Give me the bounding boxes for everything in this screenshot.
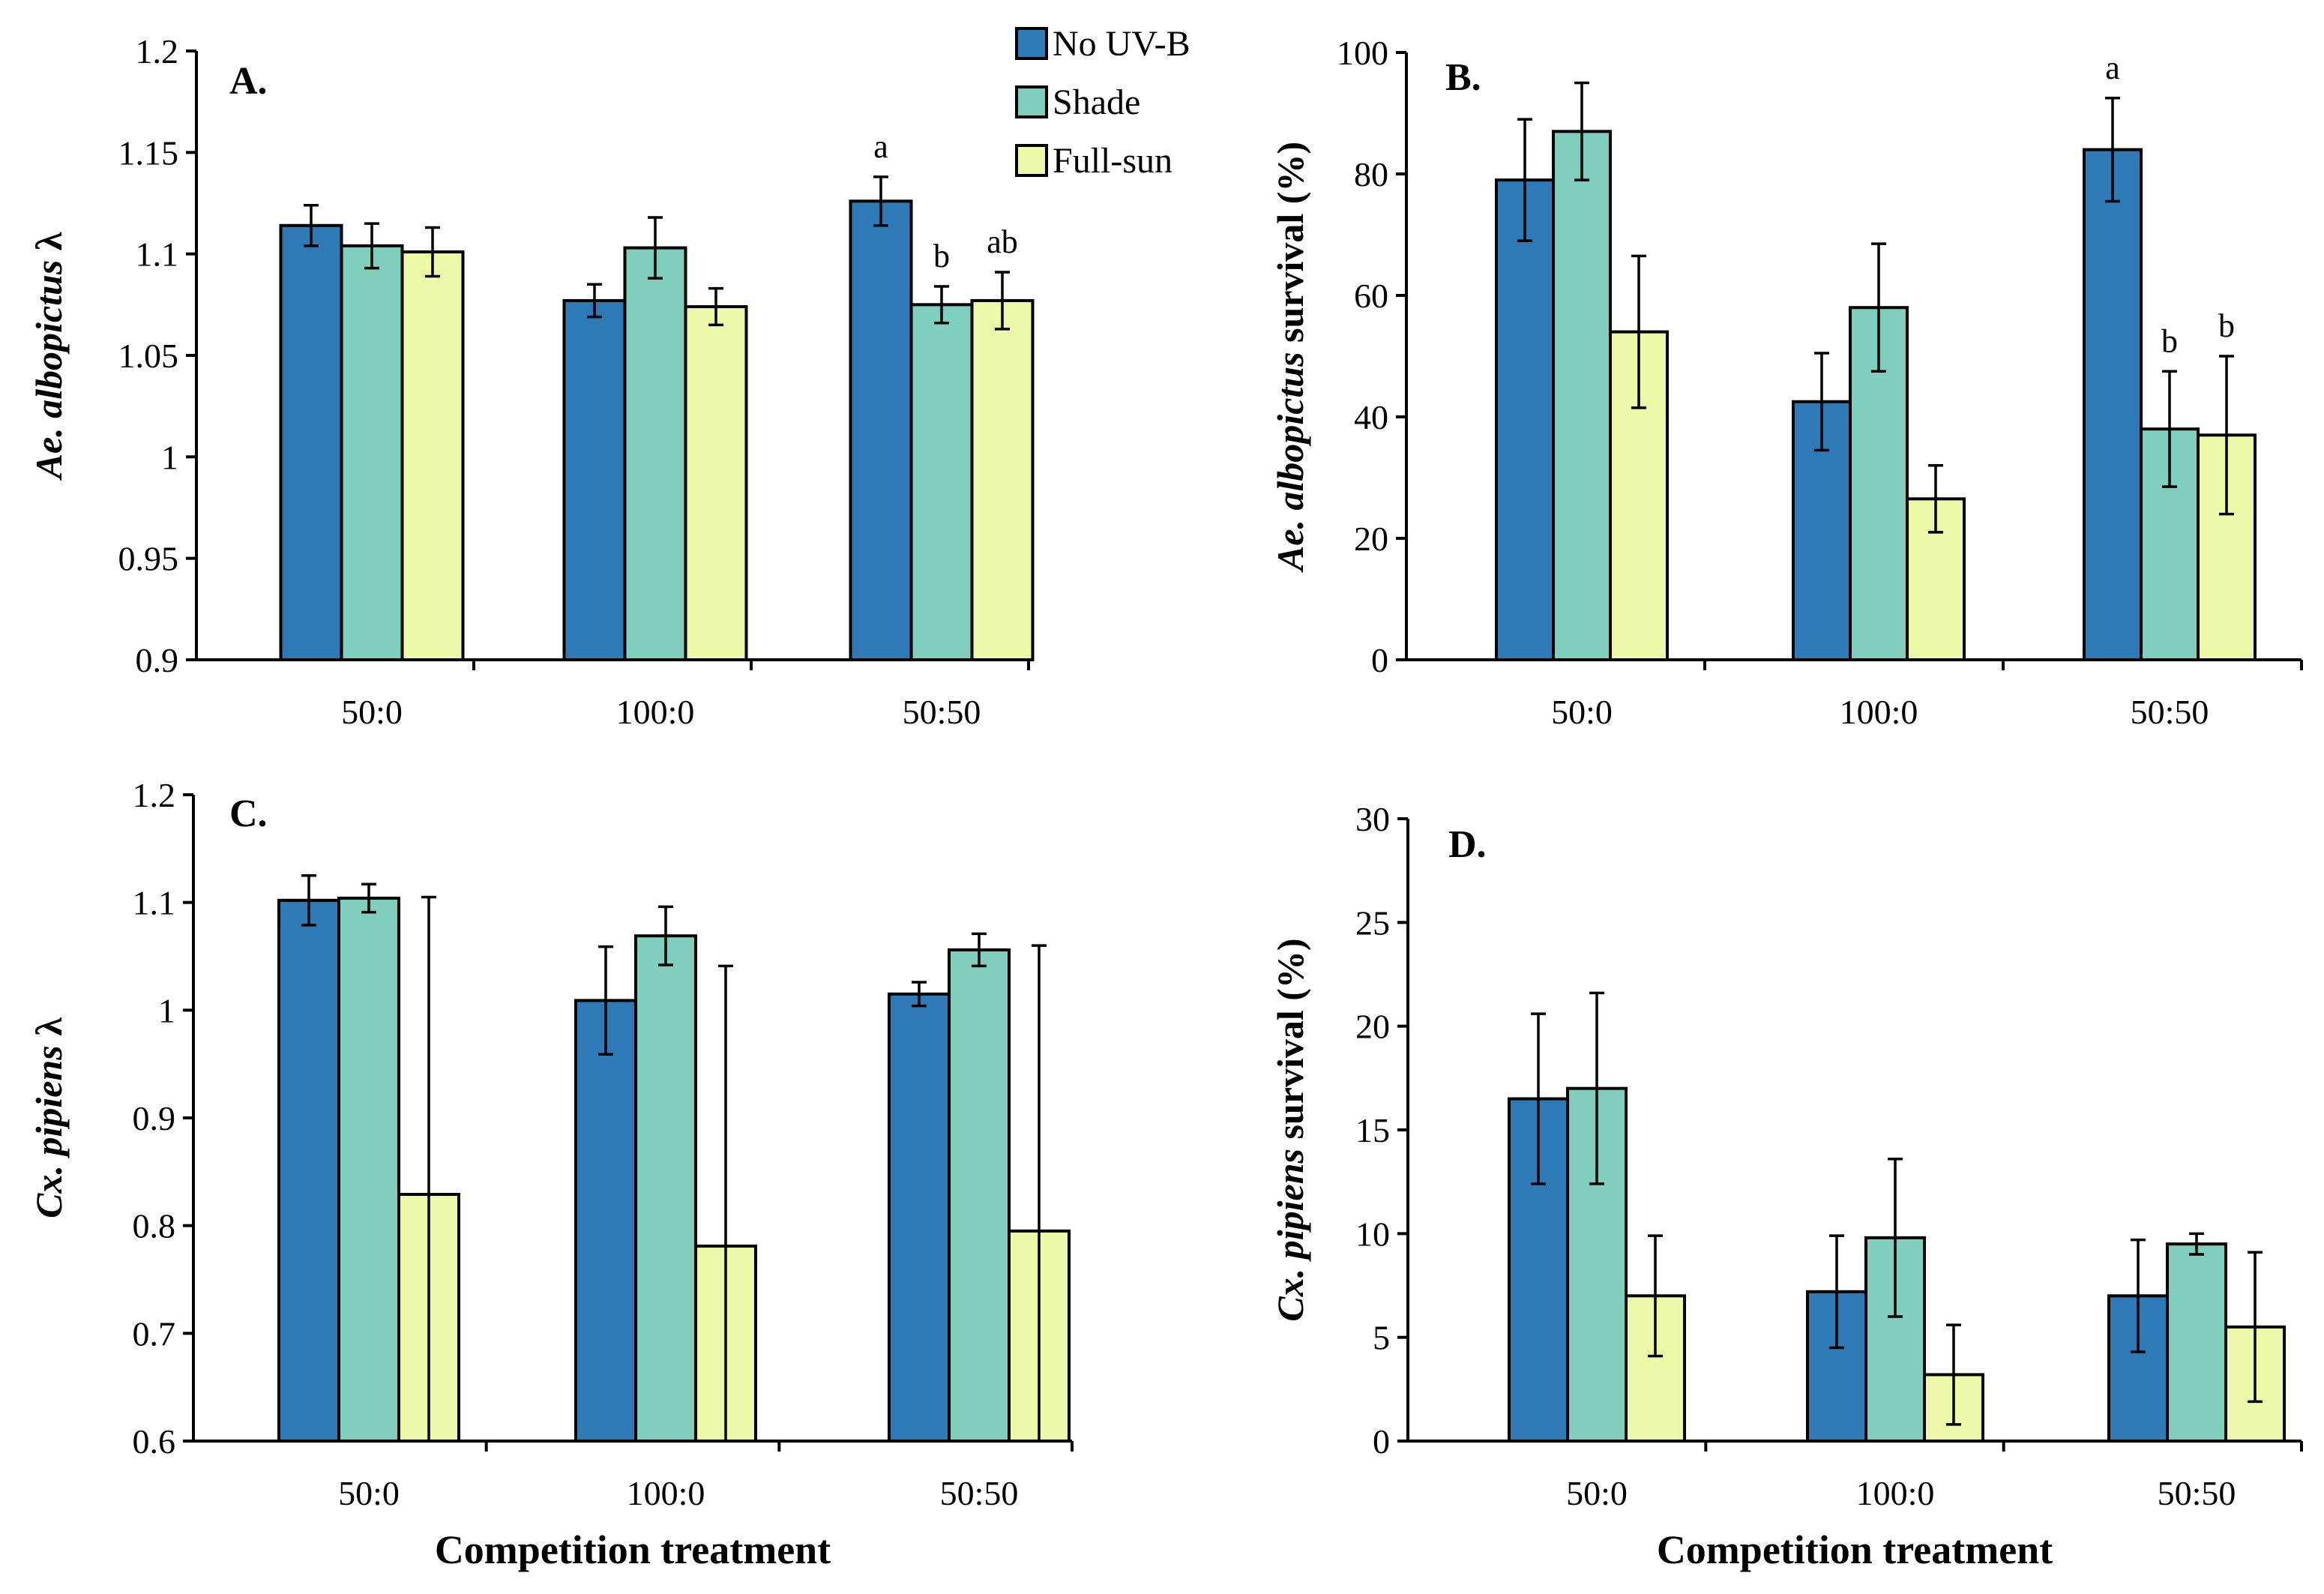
bar-no-uv-b-50:0 — [277, 898, 340, 1443]
significance-letter: a — [873, 128, 888, 165]
y-axis-title-species: Ae. albopictus — [1269, 343, 1311, 573]
y-tick-label: 1.2 — [136, 32, 179, 70]
x-tick-label: 50:0 — [338, 1474, 400, 1512]
y-tick-label: 5 — [1373, 1319, 1390, 1357]
significance-letter: b — [2161, 322, 2178, 359]
y-tick-label: 0.9 — [133, 1099, 176, 1137]
x-tick-label: 100:0 — [1856, 1474, 1935, 1512]
panel-c: 0.6 0.7 0.8 0.9 1 1.1 1.2 50:0 100:0 50:50 C. Cx. p… — [28, 776, 1074, 1572]
bar-no-uv-b-50:50 — [888, 992, 951, 1443]
y-tick-label: 0.8 — [133, 1207, 176, 1245]
y-axis-title: Cx. pipiens λ — [28, 1017, 70, 1218]
bar-shade-50:0 — [1552, 130, 1612, 662]
bar-no-uv-b-50:50 — [849, 199, 913, 661]
y-axis-title-species: Cx. pipiens — [28, 1036, 70, 1218]
y-tick-label: 0.95 — [118, 540, 179, 578]
bar-no-uv-b-50:0 — [279, 223, 343, 662]
y-tick-label: 25 — [1355, 903, 1390, 942]
y-axis-title-metric: λ — [28, 1017, 70, 1036]
y-tick-label: 100 — [1337, 34, 1388, 72]
x-tick-label: 50:50 — [940, 1474, 1019, 1512]
panel-label: D. — [1448, 823, 1487, 866]
x-axis-title: Competition treatment — [1657, 1527, 2053, 1572]
bar-full-sun-50:0 — [400, 250, 465, 661]
y-tick-label: 0 — [1373, 1422, 1390, 1461]
y-tick-label: 1.15 — [118, 133, 179, 172]
legend-label: Shade — [1053, 82, 1140, 122]
panel-label: A. — [229, 60, 268, 103]
x-tick-label: 50:0 — [1551, 693, 1613, 731]
y-tick-label: 20 — [1354, 520, 1388, 558]
y-tick-label: 15 — [1355, 1111, 1390, 1149]
y-axis-title: Ae. albopictus λ — [28, 232, 70, 481]
y-tick-label: 0.7 — [133, 1314, 176, 1353]
y-tick-label: 0 — [1371, 641, 1388, 679]
bar-no-uv-b-100:0 — [562, 298, 627, 661]
legend-swatch — [1015, 85, 1048, 118]
y-tick-label: 80 — [1354, 155, 1388, 193]
significance-letter: b — [933, 238, 950, 274]
x-tick-label: 100:0 — [616, 693, 695, 731]
bar-shade-50:50 — [909, 303, 974, 661]
panel-label: B. — [1445, 56, 1481, 99]
significance-letter: ab — [987, 223, 1018, 260]
bar-full-sun-50:50 — [970, 298, 1035, 661]
panel-label: C. — [229, 793, 268, 835]
y-axis-title-species: Cx. pipiens — [1269, 1139, 1311, 1321]
bar-shade-100:0 — [634, 934, 697, 1443]
y-tick-label: 1.1 — [133, 884, 176, 922]
legend-swatch — [1015, 144, 1048, 177]
panel-b: a b b 0 20 40 60 80 100 50:0 100:0 50:50 B. Ae. albop… — [1269, 34, 2303, 731]
bar-shade-100:0 — [623, 246, 687, 661]
x-axis-title: Competition treatment — [435, 1527, 831, 1572]
y-tick-label: 1 — [158, 991, 175, 1029]
legend-label: No UV-B — [1053, 24, 1190, 64]
bar-no-uv-b-100:0 — [574, 999, 637, 1443]
y-tick-label: 0.9 — [136, 641, 179, 679]
y-tick-label: 60 — [1354, 277, 1388, 315]
y-tick-label: 40 — [1354, 398, 1388, 436]
panel-d: 0 5 10 15 20 25 30 50:0 100:0 50:50 D. Cx. pipiens … — [1269, 800, 2303, 1572]
y-tick-label: 20 — [1355, 1008, 1390, 1046]
legend-swatch — [1015, 27, 1048, 60]
y-axis-title-species: Ae. albopictus — [28, 250, 70, 481]
x-tick-label: 50:50 — [2131, 693, 2209, 731]
y-axis-title-metric: survival (%) — [1269, 938, 1311, 1139]
x-tick-label: 100:0 — [627, 1474, 705, 1512]
bar-shade-50:50 — [2166, 1242, 2227, 1443]
y-axis-title-metric: λ — [28, 232, 70, 250]
bar-no-uv-b-50:0 — [1495, 178, 1555, 662]
bar-shade-50:0 — [337, 896, 400, 1443]
x-tick-label: 50:0 — [341, 693, 403, 731]
x-tick-label: 50:0 — [1566, 1474, 1628, 1512]
bar-shade-50:50 — [948, 948, 1011, 1443]
y-tick-label: 1 — [161, 438, 178, 476]
legend-label: Full-sun — [1053, 141, 1172, 181]
y-tick-label: 30 — [1355, 800, 1390, 838]
x-tick-label: 50:50 — [903, 693, 981, 731]
bar-shade-50:0 — [340, 244, 404, 661]
legend: No UV-B Shade Full-sun — [1015, 24, 1190, 181]
y-axis-title-metric: survival (%) — [1269, 142, 1311, 343]
y-tick-label: 1.1 — [136, 235, 179, 274]
y-tick-label: 1.2 — [133, 776, 176, 814]
y-tick-label: 0.6 — [133, 1422, 176, 1461]
y-tick-label: 1.05 — [118, 337, 179, 375]
y-tick-label: 10 — [1355, 1215, 1390, 1253]
significance-letter: a — [2105, 49, 2120, 86]
bar-no-uv-b-50:50 — [2083, 148, 2143, 662]
significance-letter: b — [2218, 307, 2235, 344]
bar-full-sun-100:0 — [684, 305, 748, 661]
x-tick-label: 50:50 — [2158, 1474, 2236, 1512]
y-axis-title: Ae. albopictus survival (%) — [1269, 142, 1311, 573]
y-axis-title: Cx. pipiens survival (%) — [1269, 938, 1311, 1321]
x-tick-label: 100:0 — [1840, 693, 1918, 731]
